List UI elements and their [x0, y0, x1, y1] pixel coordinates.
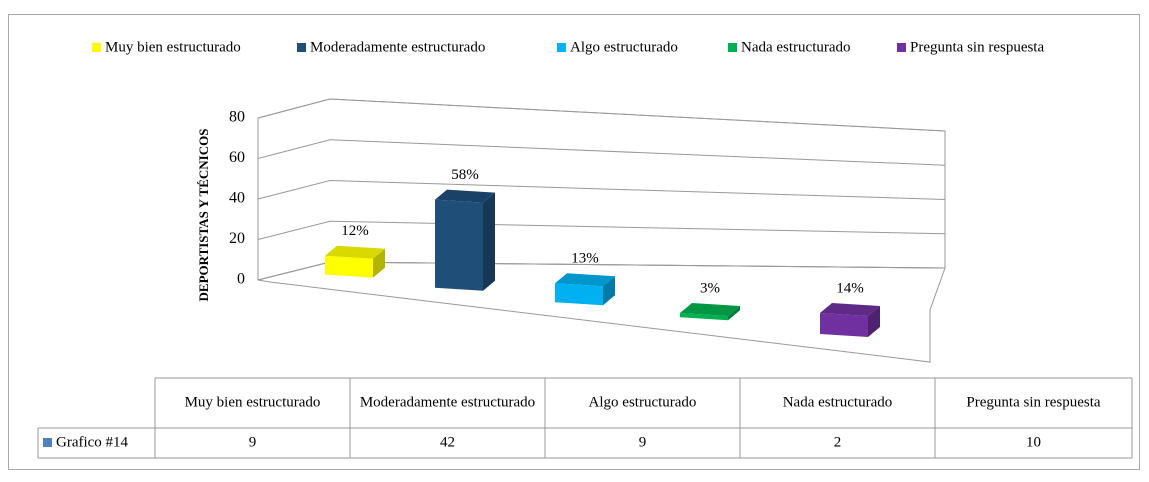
y-tick-label: 60: [229, 149, 245, 166]
data-label: 3%: [700, 280, 720, 296]
bar-front: [325, 255, 373, 278]
bar-top: [325, 245, 385, 259]
bar-side: [373, 248, 385, 278]
bar: [325, 245, 385, 278]
bar-side: [483, 192, 495, 291]
series-name: Grafico #14: [56, 434, 129, 450]
legend-swatch: [557, 43, 566, 52]
grid-line: [257, 179, 946, 200]
bar-top: [820, 303, 880, 316]
grid-line: [257, 220, 946, 240]
y-axis-label: DEPORTISTAS Y TÉCNICOS: [196, 129, 211, 302]
table-value: 9: [249, 434, 257, 450]
table-header: Nada estructurado: [783, 394, 893, 410]
data-label: 58%: [451, 167, 479, 183]
bar-front: [680, 313, 728, 321]
bar-front: [555, 283, 603, 306]
bar-front: [435, 199, 483, 291]
legend-label: Nada estructurado: [741, 39, 851, 55]
legend-label: Muy bien estructurado: [105, 39, 241, 55]
table-header: Moderadamente estructurado: [360, 394, 535, 410]
legend-label: Pregunta sin respuesta: [910, 39, 1044, 55]
table-value: 9: [639, 434, 647, 450]
table-value: 42: [440, 434, 455, 450]
table-header: Muy bien estructurado: [185, 394, 321, 410]
grid-line: [257, 98, 946, 132]
table-header: Pregunta sin respuesta: [966, 394, 1100, 410]
bar: [555, 273, 615, 306]
y-tick-label: 0: [237, 271, 245, 288]
legend-label: Algo estructurado: [570, 39, 678, 55]
data-label: 12%: [341, 223, 369, 239]
y-tick-label: 20: [229, 230, 245, 247]
grid-line: [257, 139, 946, 166]
legend-swatch: [897, 43, 906, 52]
legend-label: Moderadamente estructurado: [310, 39, 485, 55]
bar: [435, 189, 495, 291]
chart-border: [8, 14, 1140, 470]
table-header: Algo estructurado: [589, 394, 697, 410]
bar: [820, 303, 880, 337]
legend-swatch: [92, 43, 101, 52]
y-tick-label: 40: [229, 190, 245, 207]
bar-side: [728, 306, 740, 321]
bar-top: [555, 273, 615, 287]
table-value: 10: [1026, 434, 1041, 450]
bar-side: [603, 276, 615, 306]
bar: [680, 303, 740, 321]
data-label: 14%: [836, 280, 864, 296]
data-label: 13%: [571, 251, 599, 267]
bar-top: [435, 189, 495, 203]
y-tick-label: 80: [229, 109, 245, 126]
legend-swatch: [728, 43, 737, 52]
series-swatch: [43, 438, 52, 447]
bar-side: [868, 306, 880, 337]
bar-front: [820, 313, 868, 337]
table-value: 2: [834, 434, 842, 450]
legend-swatch: [297, 43, 306, 52]
bar-top: [680, 303, 740, 316]
